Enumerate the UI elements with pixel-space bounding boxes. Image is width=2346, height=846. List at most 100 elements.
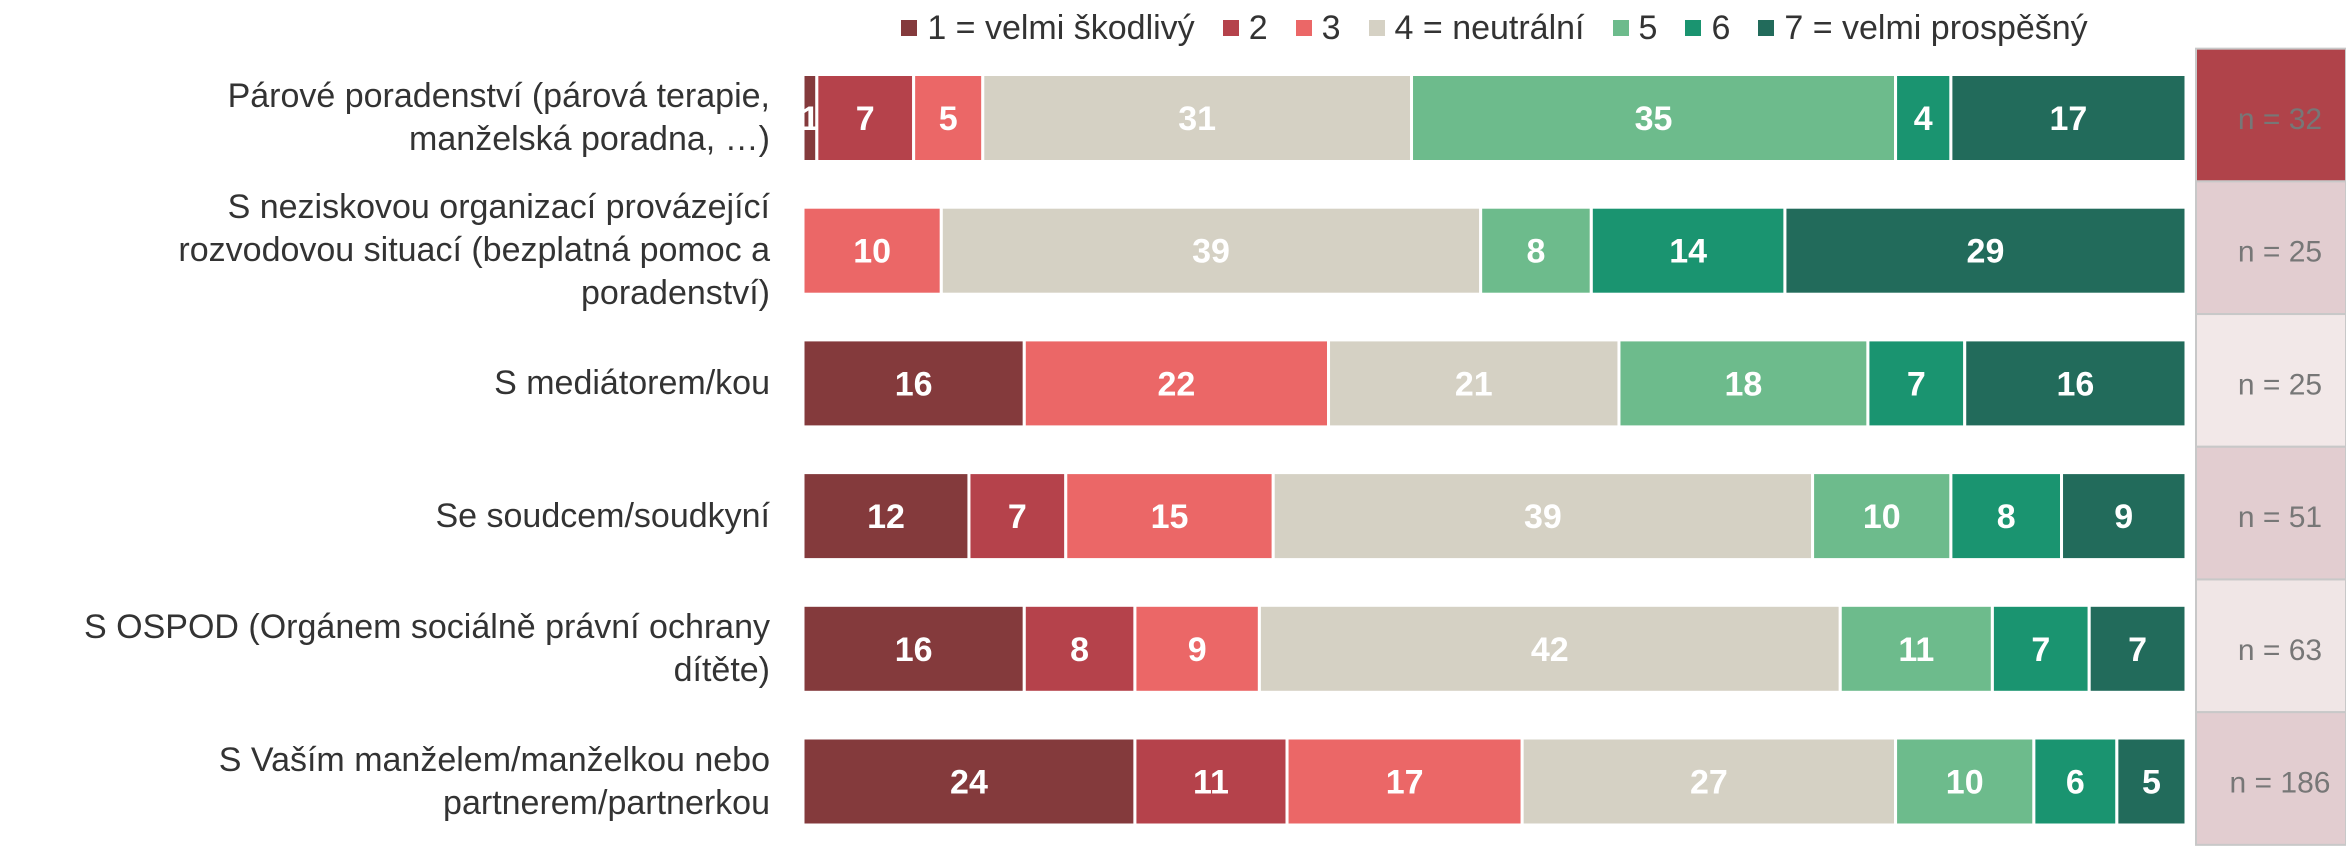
legend-label: 1 = velmi škodlivý <box>927 8 1195 47</box>
bar-segment <box>939 205 1483 296</box>
n-label: n = 32 <box>2238 103 2322 136</box>
legend-label: 2 <box>1248 8 1268 47</box>
bar-segment <box>1064 471 1275 562</box>
n-label: n = 25 <box>2238 236 2322 269</box>
data-label: 16 <box>895 365 933 403</box>
n-label: n = 51 <box>2238 501 2322 534</box>
legend-label: 5 <box>1638 8 1658 47</box>
bar-segment <box>1589 205 1787 296</box>
bar-segment <box>1022 338 1331 429</box>
bar-segment <box>1963 338 2188 429</box>
data-label: 10 <box>853 233 891 271</box>
legend-item: 1 = velmi škodlivý <box>901 8 1195 48</box>
bar-segment <box>801 736 1137 827</box>
data-label: 10 <box>1946 764 1984 802</box>
category-line: poradenství) <box>581 274 770 313</box>
bar-segment <box>1285 736 1524 827</box>
data-label: 9 <box>1188 631 1207 669</box>
legend-swatch <box>1758 20 1775 36</box>
bar-segment <box>1838 603 1994 694</box>
bar-segment <box>815 73 916 163</box>
legend-item: 3 <box>1295 9 1341 48</box>
data-label: 10 <box>1863 498 1901 536</box>
legend-swatch <box>1368 20 1385 36</box>
legend-label: 4 = neutrální <box>1394 8 1585 47</box>
n-cell <box>2195 711 2346 846</box>
legend-item: 2 <box>1222 8 1268 48</box>
data-label: 4 <box>1914 100 1933 138</box>
data-label: 29 <box>1967 233 2005 271</box>
data-label: 7 <box>2031 631 2050 669</box>
bar-segment <box>1894 736 2036 827</box>
legend-label: 6 <box>1711 8 1731 47</box>
legend-label: 7 = velmi prospěšný <box>1784 8 2088 47</box>
data-label: 11 <box>1898 631 1934 669</box>
data-label: 1 <box>800 100 819 138</box>
bar-segment <box>801 338 1026 429</box>
category-line: S OSPOD (Orgánem sociálně právní ochrany <box>84 607 770 646</box>
bar-segment <box>1327 338 1621 429</box>
n-cell <box>2195 180 2346 316</box>
category-label: Párové poradenství (párová terapie, manže… <box>0 75 770 161</box>
data-label: 7 <box>2128 631 2147 669</box>
data-label: 11 <box>1193 764 1229 802</box>
data-label: 17 <box>2050 100 2088 138</box>
category-line: Párové poradenství (párová terapie, <box>227 77 770 115</box>
bar-segment <box>1022 603 1137 694</box>
data-label: 12 <box>867 498 905 536</box>
data-label: 22 <box>1157 365 1195 403</box>
data-label: 8 <box>1527 233 1546 271</box>
data-label: 21 <box>1455 365 1493 403</box>
data-label: 16 <box>895 631 933 669</box>
n-label: n = 63 <box>2238 634 2322 667</box>
legend-swatch <box>1685 20 1702 36</box>
category-line: manželská poradna, …) <box>409 120 770 158</box>
bar-segment <box>1811 471 1953 562</box>
legend-item: 5 <box>1612 8 1658 48</box>
data-label: 39 <box>1192 233 1230 271</box>
legend-item: 6 <box>1685 9 1730 48</box>
data-label: 24 <box>950 764 988 802</box>
legend-swatch <box>1222 20 1239 36</box>
category-label: S Vaším manželem/manželkou nebo partnerem… <box>0 739 770 825</box>
bar-segment <box>1271 471 1815 562</box>
data-label: 8 <box>1070 631 1089 669</box>
n-label: n = 25 <box>2238 368 2322 401</box>
data-label: 39 <box>1524 498 1562 536</box>
data-label: 6 <box>2066 764 2085 802</box>
bar-segment <box>2060 471 2188 562</box>
bar-segment <box>801 603 1026 694</box>
bar-segment <box>1783 205 2188 296</box>
data-label: 7 <box>856 100 875 138</box>
data-label: 17 <box>1386 764 1424 802</box>
n-cell <box>2195 445 2346 581</box>
n-cell <box>2195 47 2346 183</box>
bar-segment <box>912 73 985 163</box>
category-line: S Vaším manželem/manželkou nebo <box>218 740 770 779</box>
category-line: partnerem/partnerkou <box>443 783 770 822</box>
n-label: n = 186 <box>2230 767 2331 800</box>
bar-segment <box>1990 603 2091 694</box>
category-line: Se soudcem/soudkyní <box>435 496 770 535</box>
bar-segment <box>1949 471 2064 562</box>
bar-segment <box>2115 736 2188 827</box>
data-label: 18 <box>1725 365 1763 403</box>
category-line: S neziskovou organizací provázející <box>227 188 770 227</box>
legend-item: 4 = neutrální <box>1368 8 1585 48</box>
bar-segment <box>1257 603 1842 694</box>
data-label: 5 <box>2142 764 2161 802</box>
data-label: 27 <box>1690 764 1728 802</box>
bar-segment <box>1479 205 1593 296</box>
data-label: 7 <box>1008 498 1027 536</box>
legend-swatch <box>901 20 918 36</box>
bar-segment <box>1520 736 1898 827</box>
legend-swatch <box>1295 20 1312 36</box>
data-label: 5 <box>939 100 958 138</box>
data-label: 7 <box>1907 365 1926 403</box>
category-line: dítěte) <box>673 650 770 689</box>
data-label: 14 <box>1669 233 1707 271</box>
legend-item: 7 = velmi prospěšný <box>1758 8 2088 48</box>
bar-segment <box>2032 736 2119 827</box>
